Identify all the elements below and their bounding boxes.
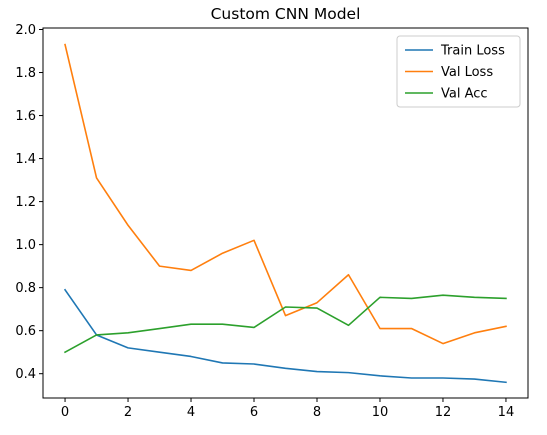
y-tick-label: 0.4 (15, 367, 36, 382)
x-tick-label: 0 (61, 405, 69, 420)
legend-box (396, 35, 521, 108)
x-tick-label: 4 (187, 405, 195, 420)
series-line-train-loss (63, 288, 507, 384)
legend: Train Loss Val Loss Val Acc (396, 35, 521, 108)
chart-title: Custom CNN Model (211, 5, 361, 23)
x-tick-label: 6 (250, 405, 258, 420)
y-tick-label: 1.0 (15, 238, 36, 253)
y-tick-label: 1.2 (15, 195, 36, 210)
y-tick-label: 1.4 (15, 152, 36, 167)
y-axis-ticks: 0.4 0.6 0.8 1.0 1.2 1.4 1.6 1.8 2.0 (15, 23, 43, 382)
y-tick-label: 1.6 (15, 109, 36, 124)
x-tick-label: 8 (313, 405, 321, 420)
series-lines (63, 43, 507, 384)
y-tick-label: 0.6 (15, 324, 36, 339)
legend-label-train-loss: Train Loss (440, 44, 505, 59)
legend-label-val-acc: Val Acc (441, 87, 488, 102)
y-tick-label: 1.8 (15, 66, 36, 81)
x-tick-label: 12 (435, 405, 452, 420)
series-line-val-loss (64, 43, 507, 345)
y-tick-label: 0.8 (15, 281, 36, 296)
x-tick-label: 2 (124, 405, 132, 420)
plot-area-frame (42, 27, 529, 399)
x-tick-label: 14 (498, 405, 515, 420)
legend-label-val-loss: Val Loss (441, 65, 493, 80)
x-tick-label: 10 (372, 405, 389, 420)
x-axis-ticks: 0 2 4 6 8 10 12 14 (61, 398, 514, 420)
series-line-val-acc (63, 294, 507, 354)
y-tick-label: 2.0 (15, 23, 36, 38)
